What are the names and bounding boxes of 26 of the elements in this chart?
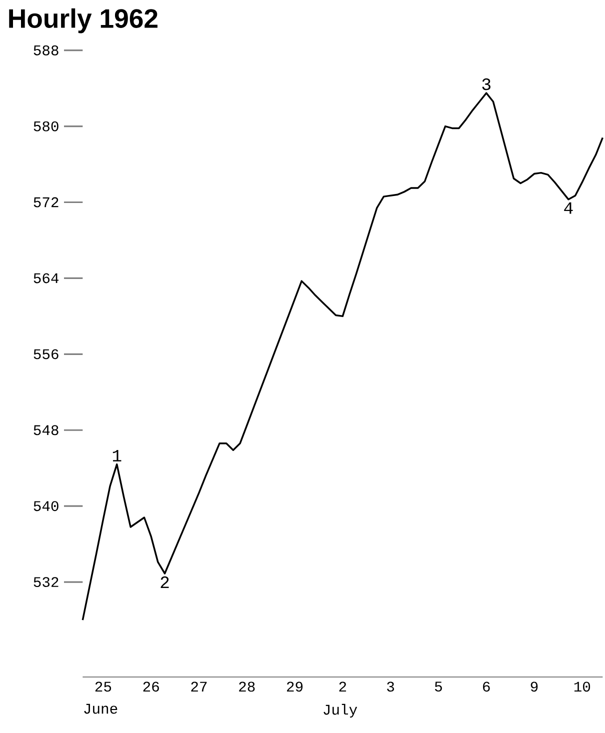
y-tick-label: 588 xyxy=(34,45,58,56)
annotation: 2 xyxy=(160,576,169,588)
x-tick-label: 3 xyxy=(387,682,394,692)
annotation: 4 xyxy=(564,202,573,214)
x-tick-label: 29 xyxy=(286,682,303,692)
x-tick-label: 10 xyxy=(574,682,590,692)
y-tick-label: 548 xyxy=(34,425,58,436)
y-tick-label: 564 xyxy=(34,273,59,284)
x-tick-label: 28 xyxy=(239,682,255,692)
chart-title: Hourly 1962 xyxy=(9,8,158,34)
x-tick-label: 5 xyxy=(434,682,442,692)
y-tick-label: 572 xyxy=(34,197,58,208)
x-tick-label: 27 xyxy=(191,682,207,692)
x-tick-label: 26 xyxy=(143,682,159,692)
text: July xyxy=(324,704,358,718)
text: June xyxy=(84,704,118,714)
x-tick-label: 2 xyxy=(339,682,346,692)
x-tick-label: 25 xyxy=(95,682,112,692)
x-tick-label: 9 xyxy=(530,682,538,692)
y-tick-label: 556 xyxy=(34,349,58,360)
annotation: 1 xyxy=(112,450,122,462)
y-tick-label: 532 xyxy=(34,577,58,588)
x-tick-label: 6 xyxy=(483,682,490,692)
y-tick-label: 540 xyxy=(34,501,58,512)
annotation: 3 xyxy=(482,78,490,90)
y-tick-label: 580 xyxy=(34,121,58,132)
